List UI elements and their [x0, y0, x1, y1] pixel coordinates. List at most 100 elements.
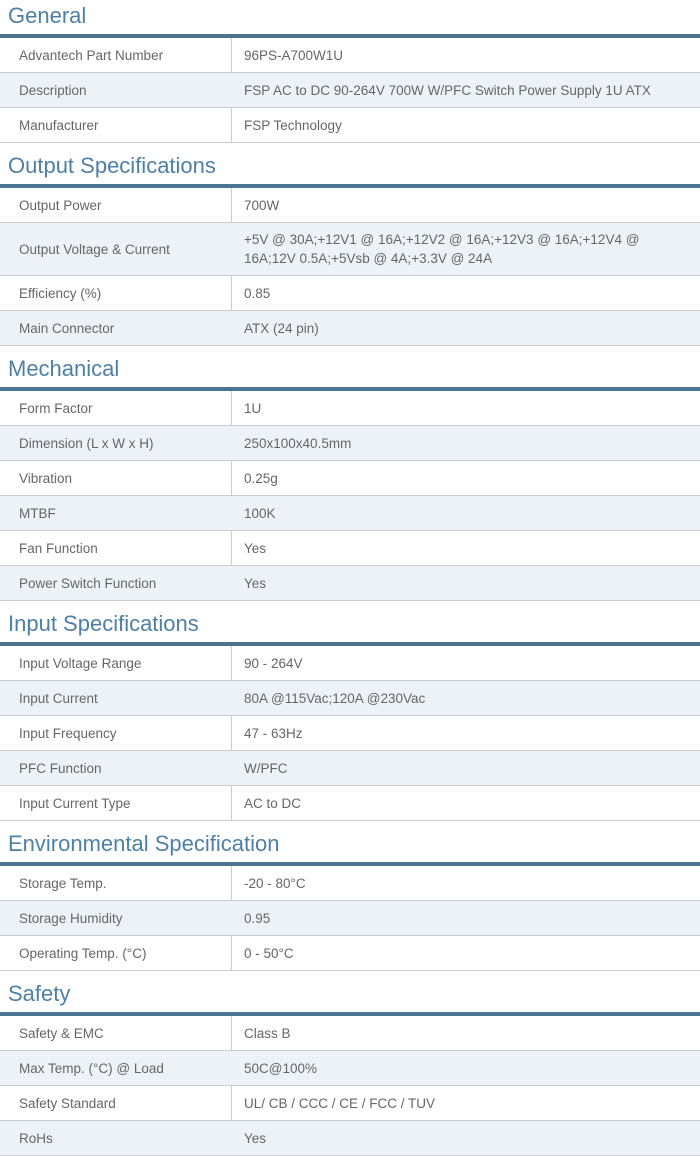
spec-row: Max Temp. (°C) @ Load 50C@100% — [0, 1051, 700, 1086]
spec-label: Safety Standard — [0, 1086, 232, 1120]
spec-row: Description FSP AC to DC 90-264V 700W W/… — [0, 73, 700, 108]
spec-row: PFC Function W/PFC — [0, 751, 700, 786]
spec-label: MTBF — [19, 505, 56, 521]
spec-table: Advantech Part Number 96PS-A700W1U Descr… — [0, 38, 700, 143]
spec-value: 0.25g — [244, 470, 278, 486]
spec-label: Output Voltage & Current — [19, 241, 170, 257]
spec-label: Input Current Type — [0, 786, 232, 820]
spec-label: Safety & EMC — [0, 1016, 232, 1050]
spec-row: Dimension (L x W x H) 250x100x40.5mm — [0, 426, 700, 461]
spec-row: Storage Temp. -20 - 80°C — [0, 866, 700, 901]
spec-label: PFC Function — [19, 760, 102, 776]
section-title: General — [8, 3, 87, 28]
spec-row: Power Switch Function Yes — [0, 566, 700, 601]
spec-value: FSP AC to DC 90-264V 700W W/PFC Switch P… — [244, 82, 651, 98]
spec-value: Class B — [244, 1025, 291, 1041]
spec-value: -20 - 80°C — [244, 875, 306, 891]
spec-value: 250x100x40.5mm — [244, 435, 352, 451]
spec-value: W/PFC — [244, 760, 288, 776]
section-divider-bar — [0, 1012, 700, 1016]
section-title: Safety — [8, 981, 71, 1006]
section-divider-bar — [0, 34, 700, 38]
section-divider-bar — [0, 184, 700, 188]
spec-row: Storage Humidity 0.95 — [0, 901, 700, 936]
section-divider-bar — [0, 642, 700, 646]
spec-label: Manufacturer — [0, 108, 232, 142]
spec-row: Safety & EMC Class B — [0, 1016, 700, 1051]
spec-row: Safety Standard UL/ CB / CCC / CE / FCC … — [0, 1086, 700, 1121]
section-divider-bar — [0, 387, 700, 391]
spec-table: Input Voltage Range 90 - 264V Input Curr… — [0, 646, 700, 821]
spec-value: 0.85 — [244, 285, 271, 301]
spec-row: Input Voltage Range 90 - 264V — [0, 646, 700, 681]
spec-row: Fan Function Yes — [0, 531, 700, 566]
spec-value: UL/ CB / CCC / CE / FCC / TUV — [244, 1095, 436, 1111]
spec-value: 50C@100% — [244, 1060, 317, 1076]
spec-value: 100K — [244, 505, 276, 521]
spec-value: AC to DC — [244, 795, 302, 811]
spec-label: Input Frequency — [0, 716, 232, 750]
spec-table: Form Factor 1U Dimension (L x W x H) 250… — [0, 391, 700, 601]
spec-label: RoHs — [19, 1130, 53, 1146]
spec-row: Input Frequency 47 - 63Hz — [0, 716, 700, 751]
spec-value: 700W — [244, 197, 280, 213]
spec-label: Storage Temp. — [0, 866, 232, 900]
spec-row: Vibration 0.25g — [0, 461, 700, 496]
spec-label: Efficiency (%) — [0, 276, 232, 310]
spec-label: Max Temp. (°C) @ Load — [19, 1060, 164, 1076]
spec-value: +5V @ 30A;+12V1 @ 16A;+12V2 @ 16A;+12V3 … — [244, 232, 640, 266]
spec-value: Yes — [244, 540, 267, 556]
spec-row: Main Connector ATX (24 pin) — [0, 311, 700, 346]
spec-section: Environmental Specification Storage Temp… — [0, 831, 700, 971]
spec-value: 80A @115Vac;120A @230Vac — [244, 690, 426, 706]
spec-value: Yes — [244, 1130, 267, 1146]
section-title: Input Specifications — [8, 611, 199, 636]
spec-row: Operating Temp. (°C) 0 - 50°C — [0, 936, 700, 971]
spec-row: Manufacturer FSP Technology — [0, 108, 700, 143]
spec-page: General Advantech Part Number 96PS-A700W… — [0, 3, 700, 1156]
spec-row: Form Factor 1U — [0, 391, 700, 426]
spec-label: Description — [19, 82, 87, 98]
spec-value: 0 - 50°C — [244, 945, 294, 961]
spec-label: Fan Function — [0, 531, 232, 565]
spec-value: 0.95 — [244, 910, 271, 926]
spec-value: 47 - 63Hz — [244, 725, 303, 741]
spec-label: Input Voltage Range — [0, 646, 232, 680]
spec-table: Storage Temp. -20 - 80°C Storage Humidit… — [0, 866, 700, 971]
spec-value: ATX (24 pin) — [244, 320, 319, 336]
spec-section: Input Specifications Input Voltage Range… — [0, 611, 700, 821]
spec-row: RoHs Yes — [0, 1121, 700, 1156]
spec-row: Input Current 80A @115Vac;120A @230Vac — [0, 681, 700, 716]
spec-row: Advantech Part Number 96PS-A700W1U — [0, 38, 700, 73]
section-divider-bar — [0, 862, 700, 866]
spec-label: Main Connector — [19, 320, 115, 336]
spec-row: Efficiency (%) 0.85 — [0, 276, 700, 311]
spec-label: Form Factor — [0, 391, 232, 425]
spec-table: Output Power 700W Output Voltage & Curre… — [0, 188, 700, 346]
spec-row: Output Power 700W — [0, 188, 700, 223]
spec-value: Yes — [244, 575, 267, 591]
spec-label: Input Current — [19, 690, 98, 706]
spec-value: 1U — [244, 400, 262, 416]
spec-table: Safety & EMC Class B Max Temp. (°C) @ Lo… — [0, 1016, 700, 1156]
spec-row: MTBF 100K — [0, 496, 700, 531]
spec-label: Dimension (L x W x H) — [19, 435, 154, 451]
spec-row: Input Current Type AC to DC — [0, 786, 700, 821]
spec-label: Output Power — [0, 188, 232, 222]
spec-value: FSP Technology — [244, 117, 342, 133]
section-title: Environmental Specification — [8, 831, 280, 856]
spec-label: Storage Humidity — [19, 910, 123, 926]
section-title: Mechanical — [8, 356, 120, 381]
spec-section: Safety Safety & EMC Class B Max Temp. (°… — [0, 981, 700, 1156]
spec-value: 96PS-A700W1U — [244, 47, 344, 63]
spec-label: Operating Temp. (°C) — [0, 936, 232, 970]
spec-section: Mechanical Form Factor 1U Dimension (L x… — [0, 356, 700, 601]
spec-value: 90 - 264V — [244, 655, 303, 671]
spec-section: Output Specifications Output Power 700W … — [0, 153, 700, 346]
spec-label: Vibration — [0, 461, 232, 495]
spec-row: Output Voltage & Current +5V @ 30A;+12V1… — [0, 223, 700, 276]
spec-label: Power Switch Function — [19, 575, 157, 591]
spec-section: General Advantech Part Number 96PS-A700W… — [0, 3, 700, 143]
spec-label: Advantech Part Number — [0, 38, 232, 72]
section-title: Output Specifications — [8, 153, 216, 178]
